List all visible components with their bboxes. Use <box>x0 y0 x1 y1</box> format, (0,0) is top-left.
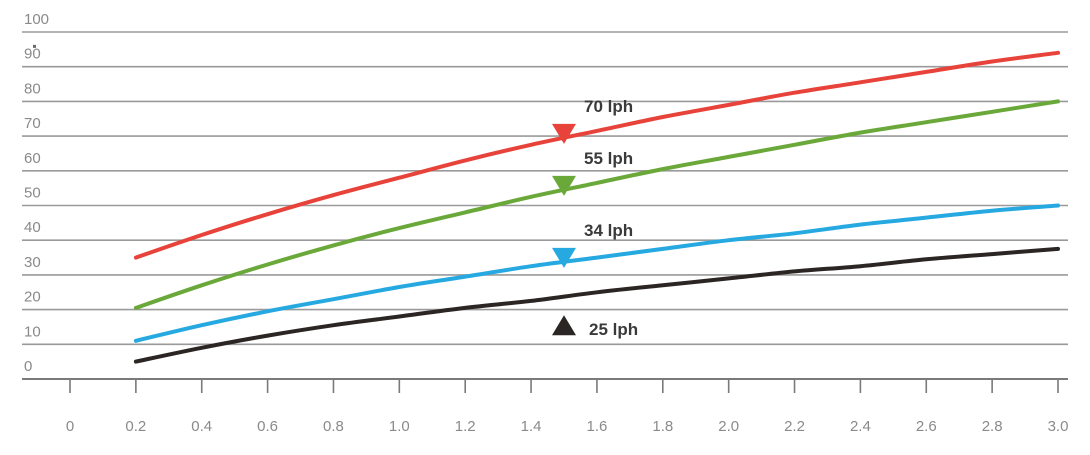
y-tick-label-60: 60 <box>24 150 41 167</box>
x-tick-label-2.0: 2.0 <box>718 418 739 435</box>
x-tick-label-2.8: 2.8 <box>982 418 1003 435</box>
x-tick-label-2.6: 2.6 <box>916 418 937 435</box>
y-tick-label-80: 80 <box>24 80 41 97</box>
x-tick-label-0.2: 0.2 <box>125 418 146 435</box>
series-line-34-lph <box>133 203 1060 343</box>
series-labels: 70 lph 55 lph 34 lph 25 lph <box>584 97 638 339</box>
marker-25-lph <box>552 315 576 336</box>
marker-55-lph <box>552 175 576 196</box>
x-tick-label-1.2: 1.2 <box>455 418 476 435</box>
x-tick-label-2.4: 2.4 <box>850 418 871 435</box>
x-tick-label-1.8: 1.8 <box>652 418 673 435</box>
y-axis-ticks: 0 10 20 30 40 50 60 70 80 90 100 <box>24 11 49 375</box>
y-tick-label-20: 20 <box>24 289 41 306</box>
x-tick-label-0.8: 0.8 <box>323 418 344 435</box>
series-line-55-lph <box>133 99 1060 310</box>
x-tick-label-3.0: 3.0 <box>1048 418 1069 435</box>
marker-34-lph <box>552 247 576 268</box>
tick-dot <box>33 44 36 48</box>
y-tick-label-70: 70 <box>24 115 41 132</box>
x-tick-label-2.2: 2.2 <box>784 418 805 435</box>
series-label-55-lph: 55 lph <box>584 149 633 168</box>
series-line-70-lph <box>133 50 1060 260</box>
gridlines <box>22 31 1068 346</box>
marker-70-lph <box>552 123 576 144</box>
x-tick-label-0.4: 0.4 <box>191 418 212 435</box>
series-label-34-lph: 34 lph <box>584 221 633 240</box>
y-tick-label-40: 40 <box>24 219 41 236</box>
x-tick-label-1.0: 1.0 <box>389 418 410 435</box>
y-tick-label-10: 10 <box>24 323 41 340</box>
series-lines <box>133 50 1060 364</box>
x-axis: 0 0.2 0.4 0.6 0.8 1.0 1.2 1.4 1.6 1.8 2.0 2.2 2.4 2.6… <box>22 378 1069 435</box>
series-markers <box>552 123 576 336</box>
y-tick-label-30: 30 <box>24 254 41 271</box>
y-tick-label-0: 0 <box>24 358 32 375</box>
x-tick-label-1.4: 1.4 <box>521 418 542 435</box>
series-label-25-lph: 25 lph <box>589 320 638 339</box>
y-tick-label-100: 100 <box>24 11 49 28</box>
y-tick-label-90: 90 <box>24 46 41 63</box>
y-tick-label-50: 50 <box>24 185 41 202</box>
series-line-25-lph <box>133 246 1060 364</box>
x-tick-label-1.6: 1.6 <box>587 418 608 435</box>
x-tick-label-0.6: 0.6 <box>257 418 278 435</box>
x-tick-label-0: 0 <box>66 418 74 435</box>
series-label-70-lph: 70 lph <box>584 97 633 116</box>
